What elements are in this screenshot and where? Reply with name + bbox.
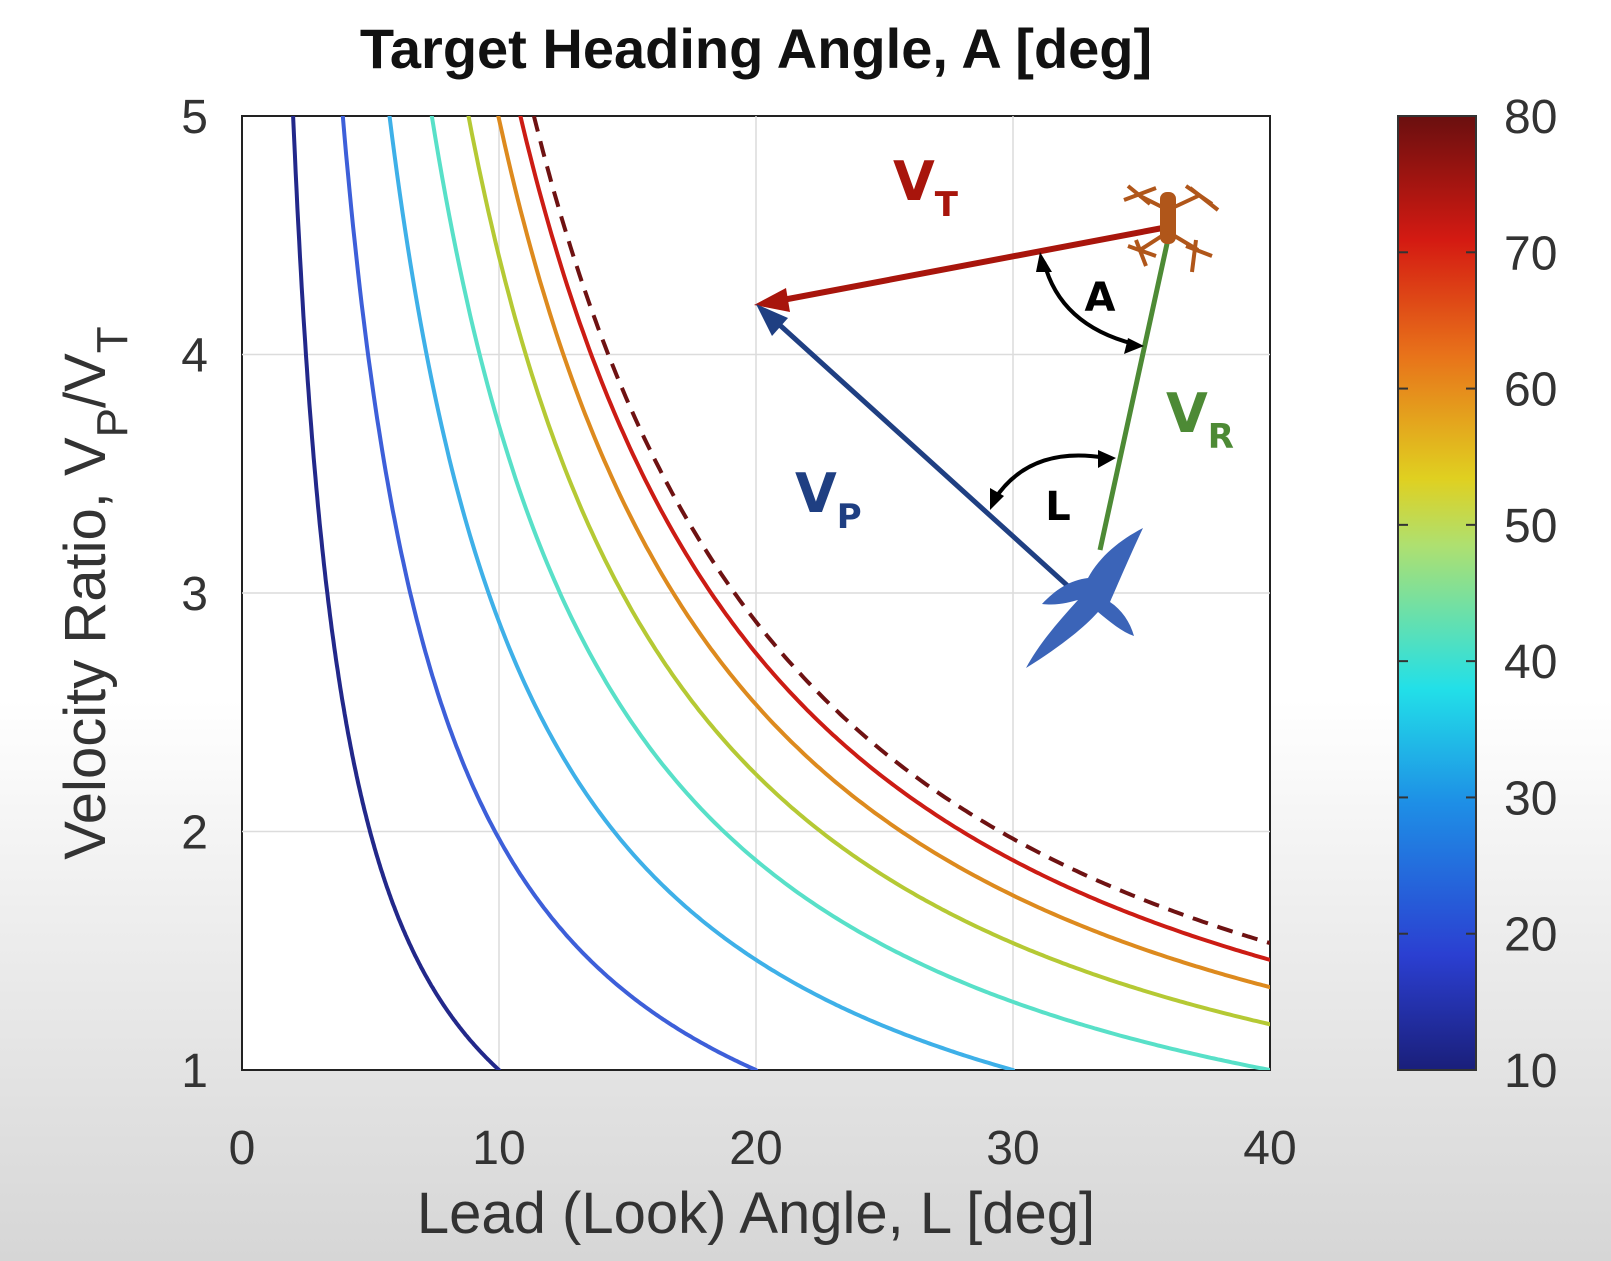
colorbar-tick-label: 60: [1504, 364, 1557, 417]
y-axis-label-slash: /V: [53, 353, 118, 408]
drone-icon: [1123, 184, 1220, 273]
colorbar-ticks: 10 20 30 40 50 60 70 80: [1398, 91, 1557, 1098]
grid: [242, 116, 1270, 1070]
vp-label-sub: P: [837, 497, 862, 537]
series-line-A50: [466, 116, 1270, 1027]
chart-title: Target Heading Angle, A [deg]: [360, 17, 1152, 80]
bird-icon: [1026, 528, 1143, 668]
colorbar-tick-label: 10: [1504, 1045, 1557, 1098]
inset-diagram: A L VT VP VR: [754, 150, 1234, 668]
vp-vector: [770, 316, 1082, 599]
y-tick-label: 4: [181, 330, 208, 383]
x-tick-label: 20: [729, 1122, 782, 1175]
angle-a-arc: [1042, 261, 1135, 346]
x-tick-label: 10: [472, 1122, 525, 1175]
x-tick-label: 30: [986, 1122, 1039, 1175]
y-ticks: 1 2 3 4 5: [181, 91, 208, 1098]
colorbar-tick-label: 80: [1504, 91, 1557, 144]
series-line-A80: [531, 116, 1270, 946]
vt-label-sub: T: [935, 185, 959, 225]
series-line-A40: [429, 116, 1270, 1070]
x-tick-label: 40: [1243, 1122, 1296, 1175]
y-axis-label-sub1: P: [88, 408, 137, 437]
vt-label: VT: [893, 150, 959, 225]
svg-text:Velocity Ratio, VP/VT: Velocity Ratio, VP/VT: [53, 326, 137, 859]
vr-label-sub: R: [1208, 417, 1234, 457]
colorbar-tick-label: 30: [1504, 772, 1557, 825]
vt-vector: [771, 224, 1169, 305]
vp-arrowhead: [756, 304, 788, 336]
series-line-A30: [387, 116, 1015, 1070]
vr-label: VR: [1166, 382, 1234, 457]
vt-label-main: V: [893, 150, 935, 213]
y-axis-label: Velocity Ratio, VP/VT: [53, 326, 137, 859]
x-tick-label: 0: [229, 1122, 256, 1175]
vp-label-main: V: [795, 462, 837, 525]
x-axis-label: Lead (Look) Angle, L [deg]: [417, 1181, 1095, 1246]
series-line-A70: [518, 116, 1270, 962]
angle-l-label: L: [1045, 484, 1071, 530]
colorbar-tick-label: 50: [1504, 500, 1557, 553]
series-line-A10: [291, 116, 501, 1070]
series-line-A20: [340, 116, 758, 1070]
colorbar-tick-label: 40: [1504, 636, 1557, 689]
y-tick-label: 5: [181, 91, 208, 144]
angle-a-label: A: [1085, 275, 1116, 321]
vr-vector: [1097, 229, 1173, 551]
curves: [291, 116, 1270, 1070]
vr-label-main: V: [1166, 382, 1208, 445]
angle-l-arc: [992, 453, 1107, 502]
vt-arrowhead: [754, 288, 790, 312]
y-tick-label: 2: [181, 807, 208, 860]
y-tick-label: 3: [181, 568, 208, 621]
y-axis-label-sub2: T: [88, 326, 137, 353]
colorbar-tick-label: 70: [1504, 227, 1557, 280]
colorbar-tick-label: 20: [1504, 909, 1557, 962]
series-line-A60: [496, 116, 1270, 990]
vp-label: VP: [795, 462, 862, 537]
y-tick-label: 1: [181, 1045, 208, 1098]
colorbar: [1397, 115, 1477, 1071]
x-ticks: 0 10 20 30 40: [229, 1122, 1297, 1175]
y-axis-label-main: Velocity Ratio, V: [53, 437, 118, 860]
